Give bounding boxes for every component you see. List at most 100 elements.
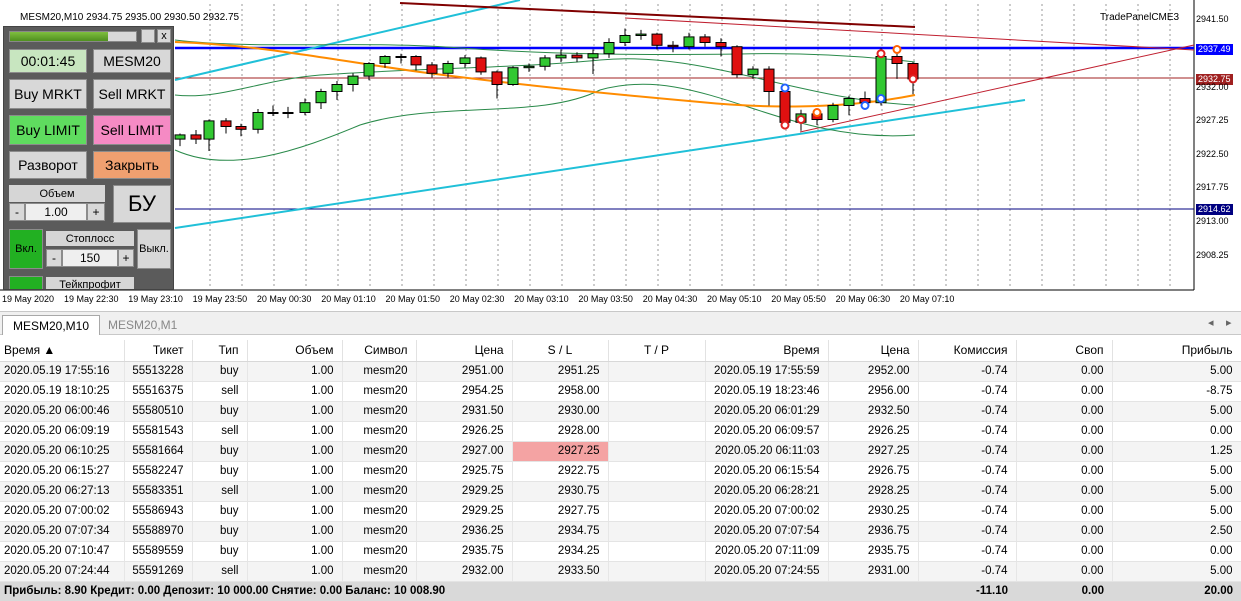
- table-cell: 1.00: [247, 401, 343, 422]
- chart-canvas[interactable]: [0, 0, 1241, 310]
- stoploss-off-button[interactable]: Выкл.: [137, 229, 171, 269]
- table-cell: 2020.05.20 07:24:44: [0, 561, 125, 582]
- bear-candle: [410, 56, 422, 66]
- bear-candle: [491, 71, 503, 86]
- tab-mesm20-m1[interactable]: MESM20,M1: [108, 318, 178, 332]
- volume-input[interactable]: 1.00: [25, 203, 87, 221]
- bear-candle: [763, 68, 775, 92]
- table-row[interactable]: 2020.05.19 17:55:16 55513228 buy 1.00 mesm20…: [0, 361, 1241, 382]
- table-row[interactable]: 2020.05.20 07:24:44 55591269 sell 1.00 mesm2…: [0, 561, 1241, 582]
- table-cell: -0.74: [918, 441, 1017, 462]
- reverse-button[interactable]: Разворот: [9, 151, 87, 179]
- column-header[interactable]: Своп: [1016, 340, 1113, 362]
- close-panel-button[interactable]: x: [157, 29, 171, 43]
- stoploss-on-button[interactable]: Вкл.: [9, 229, 43, 269]
- column-header[interactable]: Время ▲: [0, 340, 125, 362]
- bear-candle: [891, 56, 903, 64]
- table-cell: 0.00: [1112, 421, 1241, 442]
- column-header[interactable]: Комиссия: [918, 340, 1017, 362]
- tab-mesm20-m10[interactable]: MESM20,M10: [2, 315, 101, 335]
- time-axis-label: 20 May 05:50: [771, 294, 826, 304]
- column-header[interactable]: S / L: [512, 340, 609, 362]
- timer-display: 00:01:45: [9, 49, 87, 73]
- close-position-button[interactable]: Закрыть: [93, 151, 171, 179]
- volume-decrease-button[interactable]: -: [9, 203, 25, 221]
- bear-candle: [235, 126, 247, 130]
- table-cell: 2931.50: [416, 401, 513, 422]
- table-cell: 55583351: [124, 481, 193, 502]
- bull-candle: [395, 56, 407, 58]
- column-header[interactable]: Время: [705, 340, 829, 362]
- tab-scroll-right-icon[interactable]: ▸: [1226, 317, 1232, 329]
- table-row[interactable]: 2020.05.20 06:09:19 55581543 sell 1.00 mesm2…: [0, 421, 1241, 442]
- table-row[interactable]: 2020.05.19 18:10:25 55516375 sell 1.00 mesm2…: [0, 381, 1241, 402]
- table-cell: 2926.25: [416, 421, 513, 442]
- column-header[interactable]: Символ: [342, 340, 417, 362]
- stoploss-input[interactable]: 150: [62, 249, 118, 267]
- table-cell: -0.74: [918, 481, 1017, 502]
- table-cell: 55513228: [124, 361, 193, 382]
- bear-candle: [190, 134, 202, 140]
- table-row[interactable]: 2020.05.20 07:00:02 55586943 buy 1.00 mesm20…: [0, 501, 1241, 522]
- table-cell: 2020.05.19 18:23:46: [705, 381, 829, 402]
- table-cell: [608, 441, 706, 462]
- table-cell: 2956.00: [828, 381, 919, 402]
- bear-candle: [220, 120, 232, 128]
- table-cell: 0.00: [1016, 441, 1113, 462]
- bull-candle: [683, 36, 695, 48]
- timer-progress-fill: [10, 32, 109, 41]
- stoploss-label: Стоплосс: [46, 231, 134, 246]
- takeprofit-on-button[interactable]: [9, 276, 43, 289]
- table-cell: 55581664: [124, 441, 193, 462]
- table-cell: 2951.00: [416, 361, 513, 382]
- table-cell: mesm20: [342, 521, 417, 542]
- buy-market-button[interactable]: Buy MRKT: [9, 79, 87, 109]
- time-axis-label: 20 May 03:50: [578, 294, 633, 304]
- volume-increase-button[interactable]: +: [87, 203, 105, 221]
- time-axis-label: 20 May 01:50: [385, 294, 441, 304]
- bull-candle: [635, 33, 647, 36]
- sell-limit-button[interactable]: Sell LIMIT: [93, 115, 171, 145]
- table-cell: 2020.05.19 18:10:25: [0, 381, 125, 402]
- table-cell: 2954.25: [416, 381, 513, 402]
- column-header[interactable]: Цена: [828, 340, 919, 362]
- table-row[interactable]: 2020.05.20 06:27:13 55583351 sell 1.00 mesm2…: [0, 481, 1241, 502]
- table-cell: 0.00: [1016, 481, 1113, 502]
- table-cell: -0.74: [918, 521, 1017, 542]
- table-row[interactable]: 2020.05.20 06:00:46 55580510 buy 1.00 mesm20…: [0, 401, 1241, 422]
- column-header[interactable]: Объем: [247, 340, 343, 362]
- table-cell: 5.00: [1112, 481, 1241, 502]
- table-cell: -0.74: [918, 381, 1017, 402]
- tab-scroll-left-icon[interactable]: ◂: [1208, 317, 1214, 329]
- table-cell: 2929.25: [416, 481, 513, 502]
- bull-candle: [843, 98, 855, 106]
- column-header[interactable]: T / P: [608, 340, 706, 362]
- table-cell: 0.00: [1016, 381, 1113, 402]
- column-header[interactable]: Тип: [192, 340, 248, 362]
- summary-commission: -11.10: [918, 581, 1016, 601]
- minimize-button[interactable]: [141, 29, 155, 43]
- table-row[interactable]: 2020.05.20 07:10:47 55589559 buy 1.00 mesm20…: [0, 541, 1241, 562]
- table-cell: 55586943: [124, 501, 193, 522]
- table-cell: mesm20: [342, 401, 417, 422]
- sell-market-button[interactable]: Sell MRKT: [93, 79, 171, 109]
- table-row[interactable]: 2020.05.20 07:07:34 55588970 buy 1.00 mesm20…: [0, 521, 1241, 542]
- column-header[interactable]: Цена: [416, 340, 513, 362]
- table-cell: [608, 541, 706, 562]
- table-cell: -0.74: [918, 401, 1017, 422]
- table-row[interactable]: 2020.05.20 06:10:25 55581664 buy 1.00 mesm20…: [0, 441, 1241, 462]
- bull-candle: [282, 112, 294, 114]
- table-cell: 2930.75: [512, 481, 609, 502]
- column-header[interactable]: Тикет: [124, 340, 193, 362]
- trade-marker: [876, 49, 886, 59]
- table-row[interactable]: 2020.05.20 06:15:27 55582247 buy 1.00 mesm20…: [0, 461, 1241, 482]
- price-chart[interactable]: MESM20,M10 2934.75 2935.00 2930.50 2932.…: [0, 0, 1241, 310]
- stoploss-increase-button[interactable]: +: [118, 249, 134, 267]
- buy-limit-button[interactable]: Buy LIMIT: [9, 115, 87, 145]
- column-header[interactable]: Прибыль: [1112, 340, 1241, 362]
- price-axis-label: 2932.75: [1196, 74, 1233, 85]
- breakeven-button[interactable]: БУ: [113, 185, 171, 223]
- table-cell: 2928.25: [828, 481, 919, 502]
- stoploss-decrease-button[interactable]: -: [46, 249, 62, 267]
